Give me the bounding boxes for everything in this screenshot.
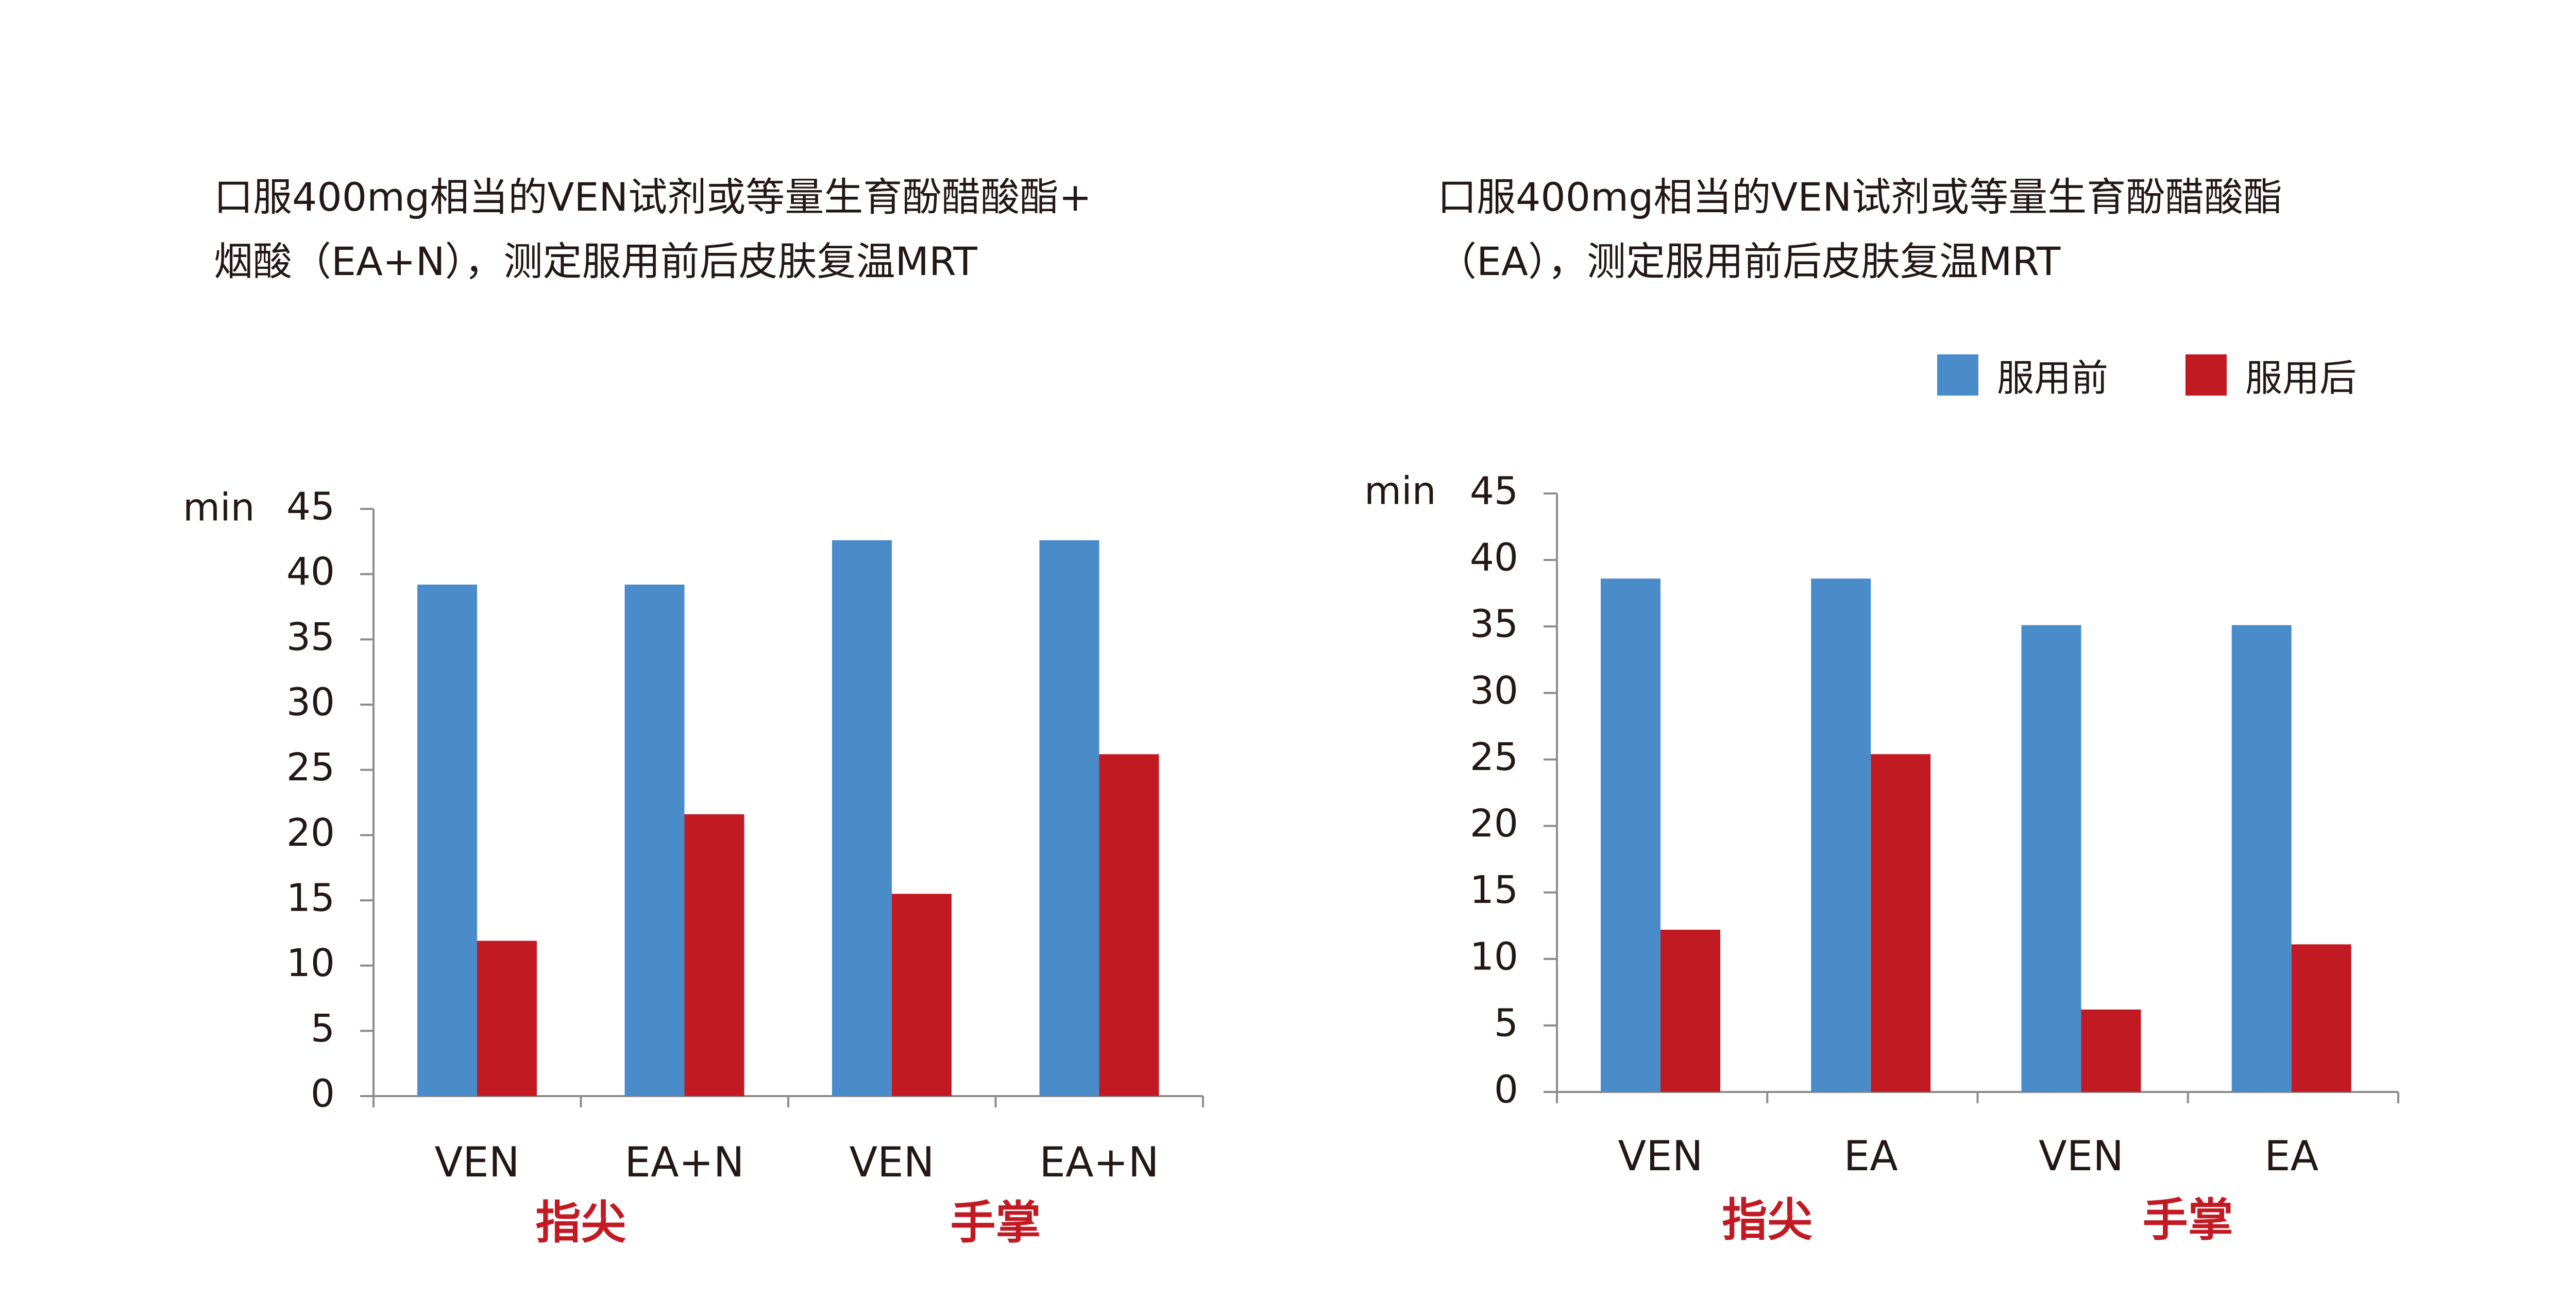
chart2-y-tick-label: 40: [1470, 536, 1518, 580]
chart1-category-label: EA+N: [1039, 1138, 1159, 1186]
chart1-group-label: 手掌: [950, 1196, 1041, 1249]
chart1-y-tick-label: 20: [286, 811, 335, 855]
chart2-group-label: 手掌: [2143, 1193, 2233, 1246]
chart1-y-tick-label: 40: [286, 550, 335, 594]
chart2-bar-after: [2081, 1009, 2141, 1092]
chart2-category-label: VEN: [1618, 1132, 1703, 1180]
chart2-bar-before: [2021, 625, 2081, 1092]
legend-swatch-before: [1937, 354, 1978, 396]
legend-item-after: 服用后: [2185, 348, 2357, 402]
chart2-bar-before: [1601, 578, 1660, 1092]
legend: 服用前 服用后: [1937, 348, 2434, 402]
chart2-bar-after: [2291, 944, 2351, 1092]
chart1-title-line1: 口服400mg相当的VEN试剂或等量生育酚醋酸酯+: [214, 174, 1092, 220]
chart2-title-line2: （EA），测定服用前后皮肤复温MRT: [1437, 238, 2061, 284]
chart2-y-tick-label: 45: [1470, 469, 1518, 514]
chart2-title-line1: 口服400mg相当的VEN试剂或等量生育酚醋酸酯: [1437, 174, 2283, 220]
chart1-group-label: 指尖: [535, 1196, 626, 1249]
legend-label-after: 服用后: [2245, 356, 2357, 400]
chart1-y-tick-label: 25: [286, 745, 335, 790]
chart2-y-tick-label: 5: [1494, 1001, 1518, 1045]
chart1-bar-after: [1099, 754, 1159, 1096]
chart2-bar-after: [1871, 754, 1931, 1092]
chart1-y-tick-label: 10: [286, 941, 335, 985]
chart2-bar-after: [1660, 929, 1720, 1092]
chart1-bar-after: [684, 814, 744, 1096]
chart2-y-tick-label: 0: [1494, 1068, 1518, 1112]
chart1-y-tick-label: 30: [286, 680, 335, 725]
chart1-category-label: EA+N: [624, 1138, 744, 1186]
chart1-bar-before: [624, 584, 685, 1096]
chart1-bar-before: [832, 540, 892, 1096]
chart2-y-tick-label: 35: [1470, 602, 1518, 646]
chart2-y-tick-label: 20: [1470, 801, 1518, 846]
chart1-bar-before: [417, 584, 477, 1096]
chart2-y-tick-label: 10: [1470, 934, 1518, 979]
chart2-y-tick-label: 25: [1470, 735, 1518, 779]
chart1-bar-before: [1039, 540, 1099, 1096]
chart2-category-label: EA: [1844, 1132, 1899, 1180]
legend-label-before: 服用前: [1997, 356, 2109, 400]
chart1-bar-after: [892, 894, 952, 1096]
chart1-category-label: VEN: [434, 1138, 519, 1186]
chart1-y-tick-label: 0: [311, 1072, 335, 1116]
chart1-bar-after: [477, 941, 537, 1096]
chart1-y-tick-label: 15: [286, 876, 335, 920]
chart2-y-tick-label: 30: [1470, 669, 1518, 713]
chart2-y-tick-label: 15: [1470, 868, 1518, 912]
chart2-category-label: EA: [2264, 1132, 2319, 1180]
chart1-category-label: VEN: [849, 1138, 934, 1186]
chart1-title-line2: 烟酸（EA+N），测定服用前后皮肤复温MRT: [214, 238, 977, 284]
chart2-category-label: VEN: [2039, 1132, 2124, 1180]
chart2-bar-before: [2231, 625, 2292, 1092]
chart1-y-tick-label: 45: [286, 485, 335, 529]
chart1-y-tick-label: 35: [286, 615, 335, 659]
chart2-group-label: 指尖: [1722, 1193, 1812, 1246]
chart1-y-unit-label: min: [183, 486, 255, 530]
chart2-bar-before: [1811, 578, 1871, 1092]
legend-item-before: 服用前: [1937, 348, 2108, 402]
chart1-y-tick-label: 5: [311, 1006, 335, 1051]
legend-swatch-after: [2185, 354, 2227, 396]
chart2-y-unit-label: min: [1364, 469, 1436, 514]
